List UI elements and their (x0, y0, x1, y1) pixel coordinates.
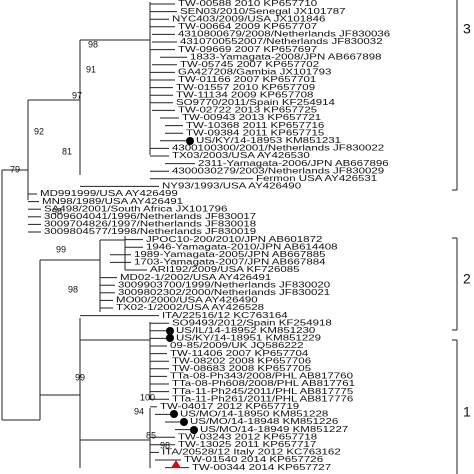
leaf-label: TW-01540 2014 KP657726 (184, 456, 324, 465)
leaf-label: 3009903700/1999/Netherlands JF830020 (118, 281, 331, 290)
support-value: 92 (34, 126, 44, 136)
leaf-label: NY93/1993/USA AY426490 (162, 182, 302, 191)
leaf-label: 3009804577/1998/Netherlands JF830019 (44, 228, 257, 237)
leaf-label: 4310700552007/Netherlands JF830032 (180, 38, 383, 47)
leaf-label: TTa-11-Ph261/2011/PHL AB817776 (172, 395, 354, 404)
leaf-label: TW-05745 2007 KP657702 (180, 60, 320, 69)
leaf-label: TW-00664 2009 KP657707 (178, 22, 318, 31)
leaf-label: TTa-11-Ph245/2011/PHL AB817775 (172, 387, 354, 396)
leaf-label: SA498/2001/South Africa JX101796 (44, 205, 228, 214)
support-value: 99 (56, 244, 66, 254)
support-value: 94 (134, 406, 144, 416)
leaf-label: ITA/20528/12 Italy 2012 KC763162 (162, 448, 341, 457)
support-value: 98 (88, 39, 98, 49)
marker-dot (166, 327, 174, 335)
leaf-label: US/KY/14-18953 KM851231 (196, 136, 342, 145)
support-value: 79 (10, 164, 20, 174)
leaf-label: TW-01166 2007 KP657701 (178, 76, 317, 85)
leaf-label: SO9493/2012/Spain KF254918 (172, 319, 332, 328)
leaf-label: Fermon USA AY426531 (256, 174, 378, 183)
support-value: 85 (146, 430, 156, 440)
leaf-label: US/MO/14-18948 KM851226 (190, 418, 339, 427)
leaf-label: TW-09669 2007 KP657697 (178, 45, 318, 54)
leaf-label: TW-03243 2012 KP657718 (178, 433, 318, 442)
leaf-label: TW-04017 2012 KP657719 (160, 402, 300, 411)
leaf-label: 1989-Yamagata-2005/JPN AB667885 (134, 250, 326, 259)
leaf-label: 1703-Yamagata-2007/JPN AB667884 (134, 258, 326, 267)
branches (1, 0, 458, 474)
leaf-label: 1833-Yamagata-2008/JPN AB667898 (190, 53, 382, 62)
leaf-label: US/KY/14-18951 KM851229 (176, 334, 322, 343)
marker-dot (186, 137, 194, 145)
marker-dot (166, 334, 174, 342)
leaf-label: SEN03/2010/Senegal JX101787 (180, 7, 346, 16)
leaf-label: ARI192/2009/USA KF726085 (150, 266, 300, 275)
support-value: 81 (62, 146, 72, 156)
leaf-label: MD991999/USA AY426499 (40, 190, 178, 199)
leaf-label: TW-00943 2013 KP657721 (182, 114, 322, 123)
leaf-label: MD02-1/2002/USA AY426491 (120, 273, 272, 282)
support-values: 98 91 97 92 81 79 98 99 98 99 100 94 85 98 (10, 39, 170, 450)
clade-label: 1 (463, 404, 471, 420)
marker-dot (170, 410, 178, 418)
marker-triangle (171, 460, 181, 468)
support-value: 91 (86, 64, 96, 74)
leaf-label: JPOC10-200/2010/JPN AB601872 (146, 235, 323, 244)
support-value: 100 (140, 392, 155, 402)
leaf-label: TX03/2003/USA AY426530 (172, 152, 310, 161)
support-value: 98 (68, 284, 78, 294)
leaf-label: TW-02722 2013 KP657725 (178, 106, 318, 115)
leaf-label: 3009802302/2000/Netherlands JF830021 (118, 288, 331, 297)
leaf-label: TTa-08-Ph343/2008/PHL AB817760 (170, 372, 353, 381)
leaf-label: 3009604041/1996/Netherlands JF830017 (44, 212, 257, 221)
leaf-label: TW-11134 2009 KP657708 (176, 91, 314, 100)
leaf-label: TW-09384 2011 KP657715 (186, 129, 325, 138)
clade-label: 2 (463, 271, 471, 287)
leaf-label: SO9770/2011/Spain KF254914 (176, 98, 335, 107)
leaf-label: 4300030279/2003/Netherlands JF830029 (172, 167, 385, 176)
leaf-label: US/MO/14-18949 KM851227 (200, 425, 349, 434)
clade-labels: 3 2 1 (463, 21, 471, 420)
leaf-labels: TW-00588 2010 KP657710SEN03/2010/Senegal… (40, 0, 391, 472)
leaf-label: TW-00588 2010 KP657710 (178, 0, 318, 9)
leaf-label: TW-00344 2014 KP657727 (192, 463, 332, 472)
marker-dot (190, 426, 198, 434)
marker-dot (180, 418, 188, 426)
leaf-label: TW-13025 2011 KP657717 (178, 440, 317, 449)
leaf-label: TX02-1/2002/USA AY426528 (116, 304, 265, 313)
clade-label: 3 (463, 21, 471, 37)
support-value: 98 (52, 206, 62, 216)
leaf-label: TW-08683 2008 KP657705 (172, 364, 312, 373)
leaf-label: 2311-Yamagata-2006/JPN AB667896 (198, 159, 389, 168)
leaf-label: TW-10368 2011 KP657716 (186, 121, 325, 130)
leaf-markers (166, 137, 198, 468)
support-value: 98 (160, 440, 170, 450)
support-value: 99 (75, 372, 85, 382)
leaf-label: US/IL/14-18952 KM851230 (176, 326, 316, 335)
leaf-label: GA427208/Gambia JX101793 (178, 68, 332, 77)
leaf-label: US/MO/14-18950 KM851228 (180, 410, 329, 419)
leaf-label: MO00/2000/USA AY426490 (116, 296, 258, 305)
leaf-label: 09-85/2009/UK JQ586222 (170, 342, 304, 351)
leaf-label: NYC403/2009/USA JX101846 (172, 15, 326, 24)
leaf-label: ITA/22516/12 KC763164 (162, 311, 288, 320)
leaf-label: 1946-Yamagata-2010/JPN AB614408 (146, 243, 338, 252)
leaf-label: MN98/1989/USA AY426491 (42, 197, 184, 206)
leaf-label: TW-11406 2007 KP657704 (170, 349, 309, 358)
leaf-label: TW-08202 2008 KP657706 (172, 357, 312, 366)
leaf-label: 3009704826/1997/Netherlands JF830018 (44, 220, 257, 229)
leaf-label: TW-01557 2010 KP657709 (176, 83, 316, 92)
leaf-label: 4300100300/2001/Netherlands JF830022 (172, 144, 385, 153)
leaf-label: 4310800679/2008/Netherlands JF830036 (178, 30, 391, 39)
support-value: 97 (72, 90, 82, 100)
leaf-label: TTa-08-Ph608/2008/PHL AB817761 (172, 380, 355, 389)
